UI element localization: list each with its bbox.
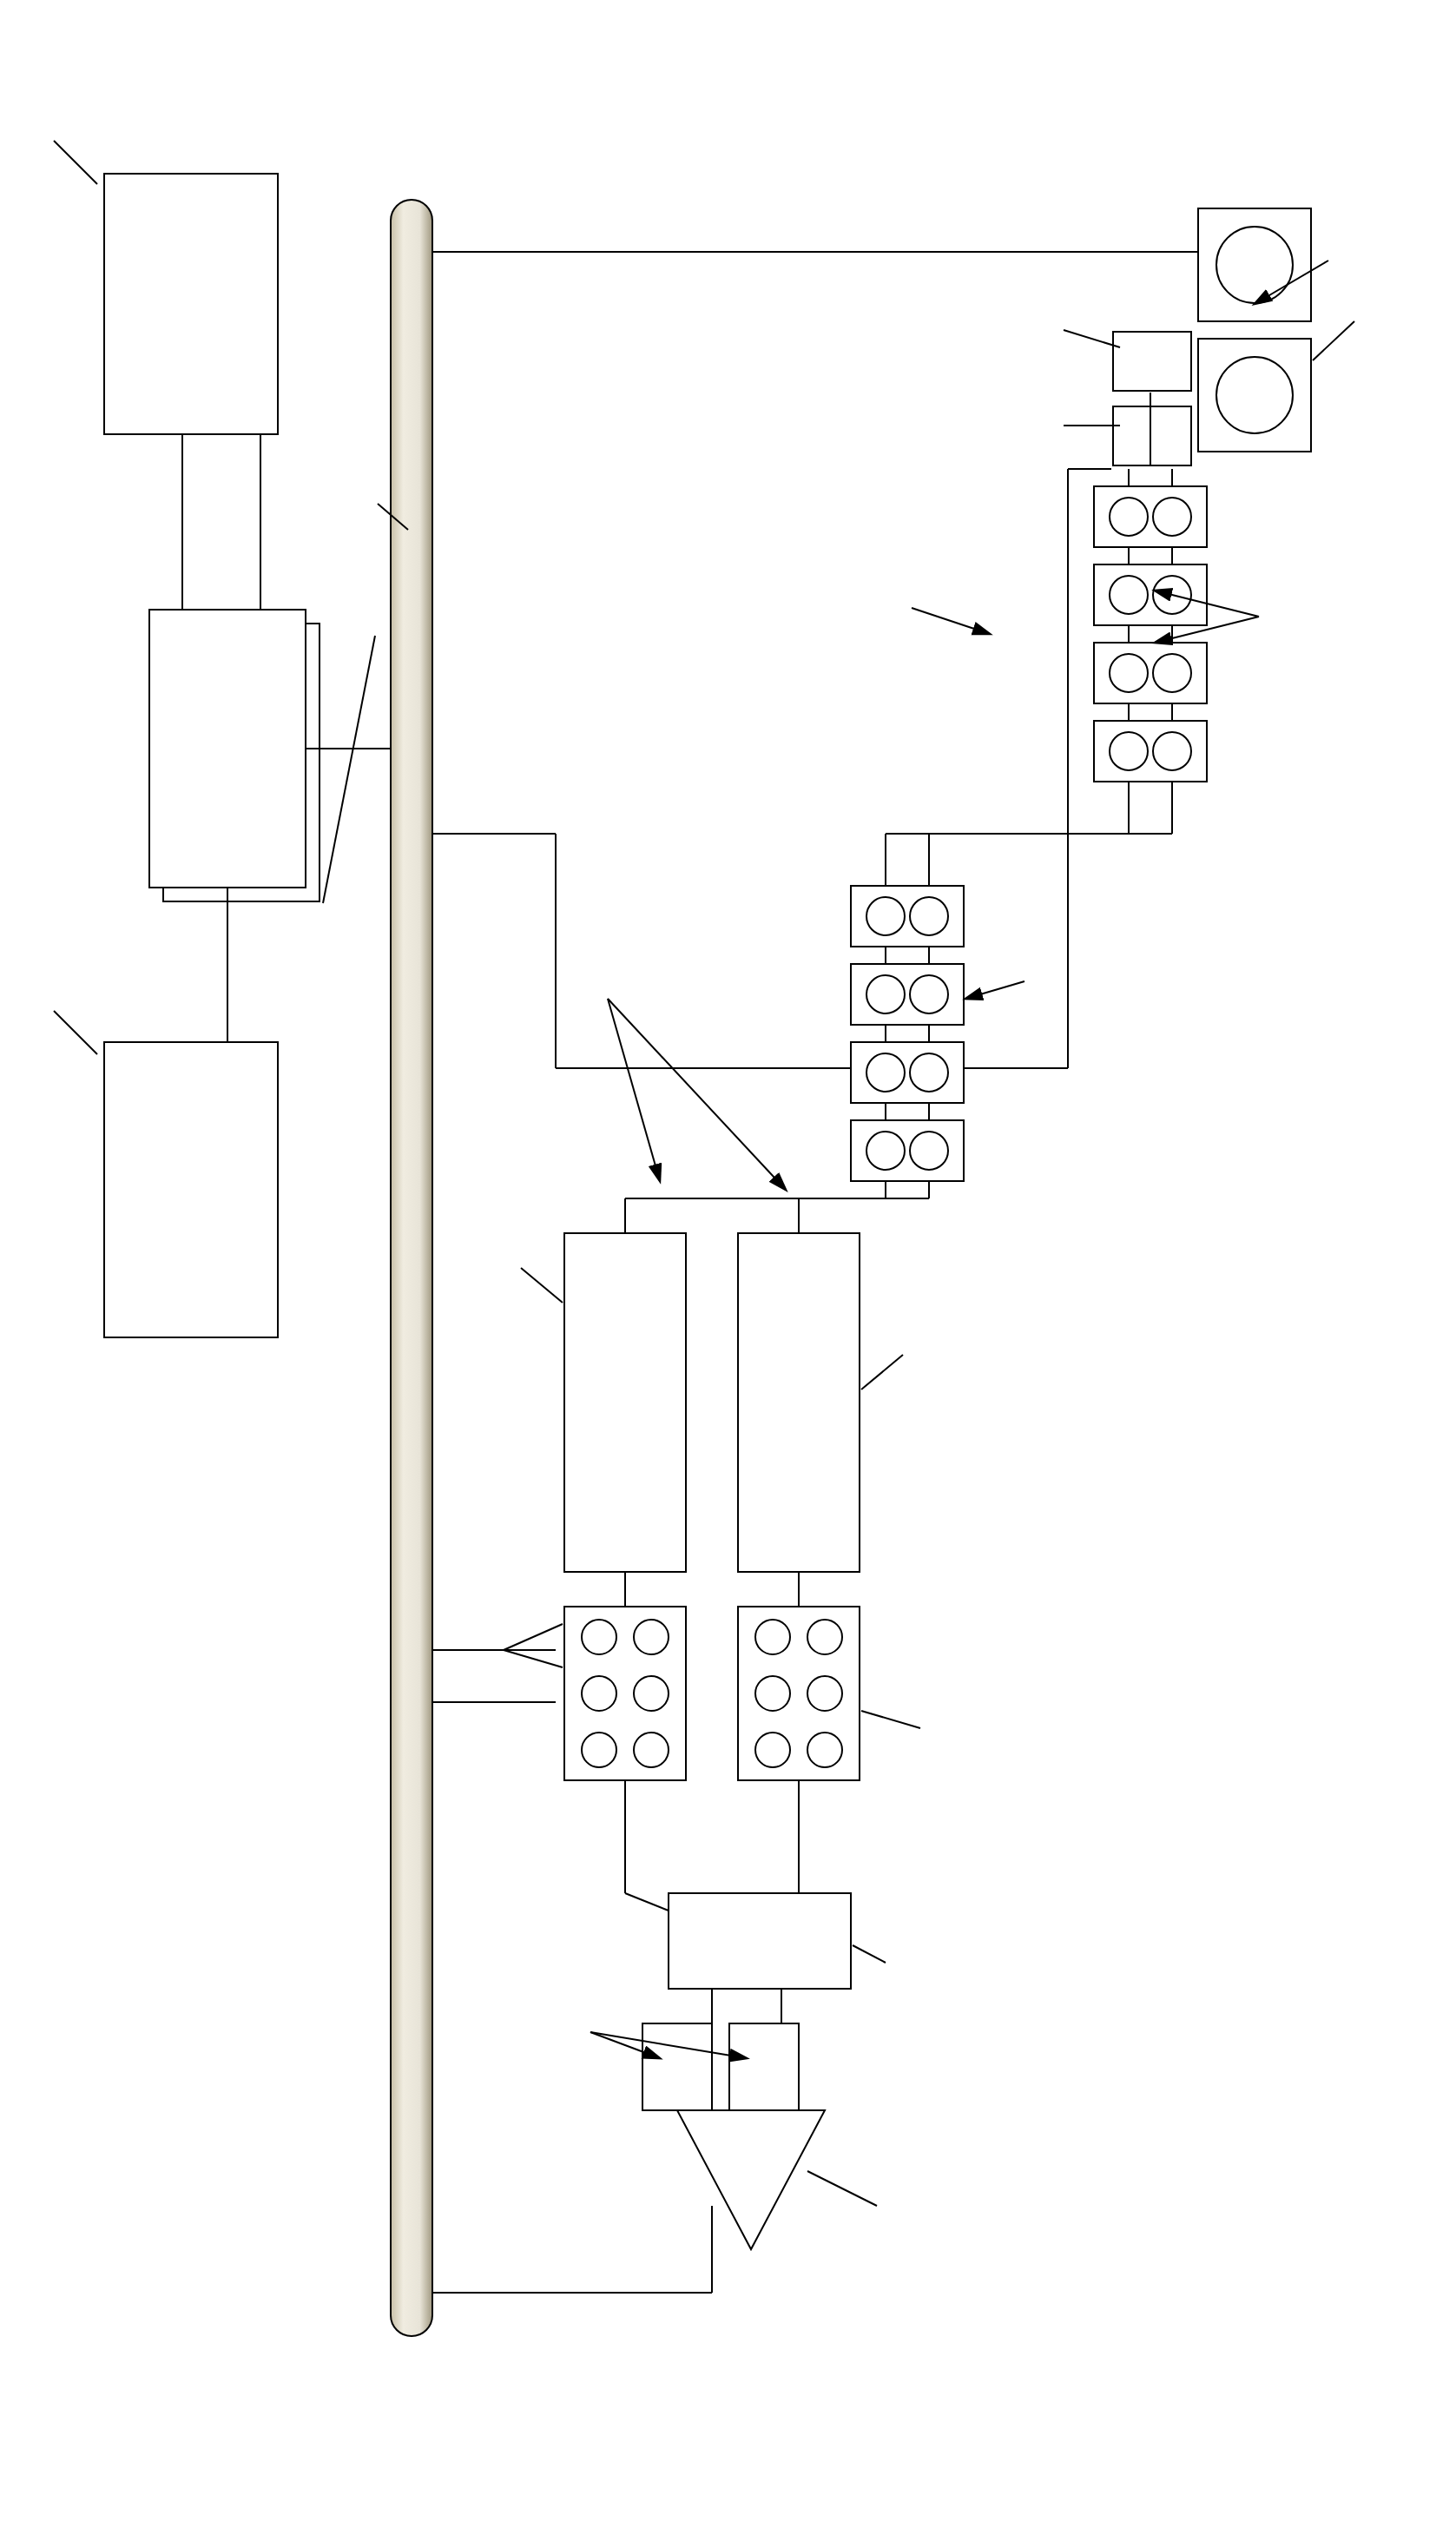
svg-rect-99 (738, 1233, 860, 1572)
svg-rect-35 (104, 1042, 278, 1337)
svg-rect-34 (149, 610, 306, 888)
svg-rect-53 (1198, 208, 1311, 321)
svg-rect-57 (1113, 332, 1191, 391)
svg-rect-55 (1198, 339, 1311, 452)
svg-rect-58 (1113, 406, 1191, 465)
svg-rect-120 (642, 2023, 712, 2110)
svg-rect-121 (729, 2023, 799, 2110)
svg-rect-82 (851, 886, 964, 947)
svg-rect-68 (1094, 643, 1207, 703)
svg-rect-62 (1094, 486, 1207, 547)
svg-rect-32 (104, 174, 278, 434)
svg-rect-88 (851, 1042, 964, 1103)
svg-rect-85 (851, 964, 964, 1025)
svg-rect-91 (851, 1120, 964, 1181)
svg-rect-98 (564, 1233, 686, 1572)
svg-rect-71 (1094, 721, 1207, 782)
svg-rect-65 (1094, 564, 1207, 625)
svg-rect-118 (669, 1893, 851, 1989)
